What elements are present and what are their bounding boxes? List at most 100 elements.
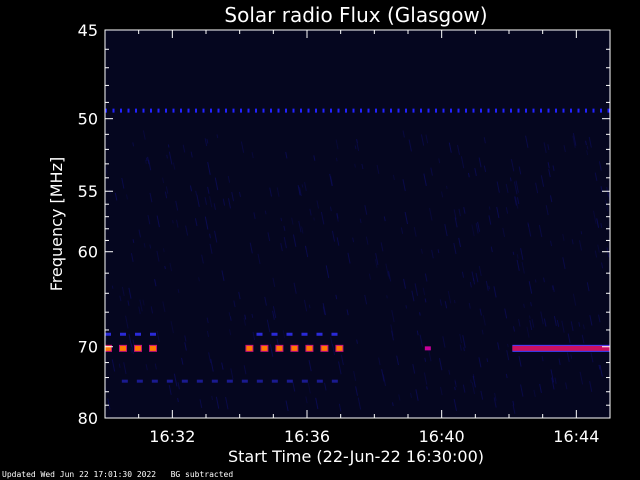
- band-segment: [292, 108, 295, 113]
- y-tick-label: 60: [78, 243, 98, 262]
- texture-streak: [561, 320, 565, 333]
- texture-streak: [431, 249, 434, 259]
- texture-streak: [315, 397, 319, 410]
- texture-streak: [513, 181, 518, 195]
- texture-streak: [578, 240, 582, 251]
- band-segment: [226, 379, 233, 383]
- texture-streak: [166, 154, 168, 159]
- texture-streak: [471, 271, 475, 282]
- texture-streak: [386, 295, 388, 299]
- texture-streak: [340, 354, 344, 366]
- band-segment: [532, 108, 535, 113]
- band-segment: [600, 108, 602, 113]
- texture-streak: [551, 377, 555, 390]
- texture-streak: [540, 175, 545, 187]
- texture-streak: [472, 373, 475, 378]
- texture-streak: [415, 389, 419, 401]
- texture-streak: [505, 207, 509, 214]
- background-note: BG subtracted: [170, 470, 234, 479]
- texture-streak: [518, 318, 521, 327]
- texture-streak: [553, 315, 557, 326]
- texture-streak: [356, 339, 358, 344]
- texture-streak: [586, 145, 589, 150]
- texture-streak: [177, 288, 180, 293]
- texture-streak: [505, 373, 508, 379]
- band-segment: [316, 379, 323, 383]
- band-segment: [121, 379, 128, 383]
- texture-streak: [398, 394, 401, 401]
- texture-streak: [475, 272, 479, 283]
- texture-streak: [515, 180, 519, 193]
- texture-streak: [204, 197, 208, 205]
- texture-streak: [552, 285, 555, 292]
- texture-streak: [412, 363, 416, 374]
- texture-streak: [402, 179, 406, 192]
- texture-streak: [329, 173, 333, 186]
- band-segment: [151, 379, 158, 383]
- texture-streak: [439, 299, 442, 306]
- texture-streak: [225, 396, 229, 410]
- texture-streak: [336, 237, 340, 246]
- band-segment: [427, 108, 430, 113]
- texture-streak: [335, 294, 338, 300]
- texture-streak: [359, 218, 362, 224]
- texture-streak: [402, 130, 405, 138]
- texture-streak: [534, 279, 537, 283]
- texture-streak: [600, 223, 603, 228]
- texture-streak: [285, 151, 288, 159]
- texture-streak: [454, 217, 458, 228]
- texture-streak: [251, 313, 254, 318]
- band-segment: [424, 346, 431, 351]
- texture-streak: [121, 286, 125, 296]
- texture-streak: [445, 185, 448, 190]
- band-segment: [420, 108, 422, 113]
- texture-streak: [462, 335, 466, 348]
- texture-streak: [533, 389, 536, 397]
- texture-streak: [214, 177, 219, 191]
- band-segment: [256, 332, 263, 336]
- band-segment: [336, 345, 343, 351]
- texture-streak: [354, 145, 357, 150]
- texture-streak: [251, 152, 254, 159]
- texture-streak: [368, 273, 372, 280]
- texture-streak: [422, 287, 426, 296]
- texture-streak: [240, 141, 245, 153]
- texture-streak: [164, 265, 166, 270]
- texture-streak: [132, 142, 135, 147]
- texture-streak: [390, 324, 394, 336]
- texture-streak: [331, 343, 336, 356]
- band-segment: [232, 108, 235, 113]
- texture-streak: [493, 286, 497, 298]
- band-segment: [246, 345, 253, 351]
- texture-streak: [206, 330, 210, 337]
- band-segment: [382, 108, 385, 113]
- texture-streak: [540, 311, 544, 325]
- texture-streak: [227, 175, 231, 183]
- texture-streak: [361, 163, 364, 170]
- band-segment: [367, 108, 370, 113]
- texture-streak: [400, 227, 404, 234]
- band-segment: [150, 345, 156, 351]
- x-axis-ticks: 16:32 16:36 16:40 16:44: [138, 30, 599, 446]
- texture-streak: [481, 329, 484, 335]
- texture-streak: [147, 214, 151, 225]
- texture-streak: [441, 191, 444, 198]
- texture-streak: [209, 243, 213, 254]
- texture-streak: [425, 134, 429, 144]
- texture-streak: [516, 197, 520, 205]
- texture-streak: [356, 139, 358, 144]
- texture-streak: [483, 137, 486, 144]
- texture-streak: [563, 145, 566, 153]
- texture-streak: [307, 382, 311, 394]
- texture-streak: [467, 172, 470, 178]
- y-tick-label: 70: [78, 338, 98, 357]
- texture-streak: [460, 156, 465, 169]
- texture-streak: [478, 265, 482, 277]
- texture-streak: [478, 157, 482, 168]
- texture-streak: [448, 142, 452, 153]
- texture-streak: [301, 184, 304, 188]
- texture-streak: [375, 253, 379, 265]
- band-segment: [360, 108, 362, 113]
- band-segment: [352, 108, 355, 113]
- band-segment: [442, 108, 445, 113]
